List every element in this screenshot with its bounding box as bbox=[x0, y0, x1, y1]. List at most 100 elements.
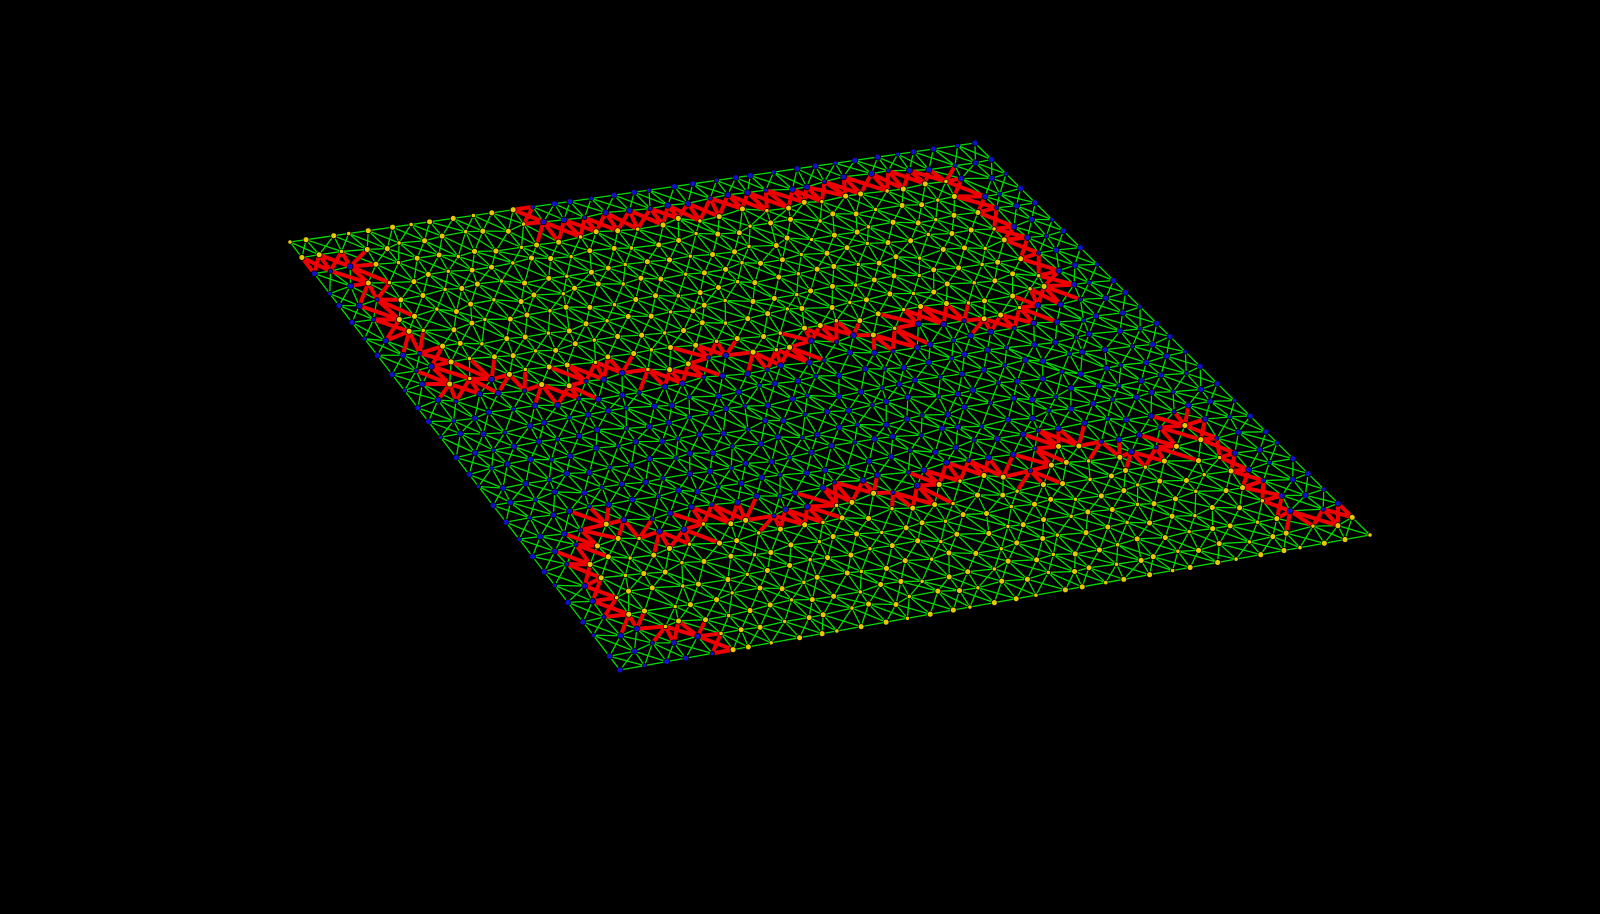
mesh-edge bbox=[512, 408, 531, 427]
mesh-edge bbox=[547, 332, 576, 345]
boundary-edge bbox=[943, 163, 958, 184]
mesh-edge bbox=[455, 456, 493, 469]
mesh-edge bbox=[1075, 319, 1085, 338]
mesh-node bbox=[1053, 394, 1059, 400]
mesh-edge bbox=[1056, 534, 1076, 555]
mesh-edge bbox=[749, 587, 761, 612]
mesh-node bbox=[1254, 519, 1261, 525]
mesh-edge bbox=[593, 339, 609, 358]
mesh-node bbox=[821, 357, 827, 363]
mesh-edge bbox=[635, 277, 642, 301]
mesh-node bbox=[625, 610, 633, 618]
mesh-edge bbox=[833, 265, 857, 286]
mesh-node bbox=[1055, 267, 1063, 275]
mesh-node bbox=[834, 628, 840, 634]
mesh-node bbox=[1045, 569, 1051, 576]
mesh-edge bbox=[1136, 536, 1166, 540]
mesh-edge bbox=[920, 414, 923, 436]
mesh-edge bbox=[400, 280, 415, 301]
boundary-edge bbox=[671, 618, 681, 645]
boundary-edge bbox=[374, 297, 417, 319]
mesh-edge bbox=[747, 317, 781, 334]
boundary-edge bbox=[681, 527, 722, 546]
mesh-node bbox=[1256, 446, 1264, 454]
boundary-edge bbox=[634, 624, 668, 631]
mesh-node bbox=[470, 212, 477, 219]
mesh-edge bbox=[698, 433, 733, 447]
mesh-node bbox=[916, 272, 922, 278]
mesh-node bbox=[744, 571, 750, 577]
mesh-edge bbox=[937, 395, 965, 408]
mesh-edge bbox=[907, 449, 911, 473]
mesh-edge bbox=[985, 512, 1009, 527]
mesh-edge bbox=[1054, 341, 1083, 353]
mesh-edge bbox=[493, 280, 503, 301]
mesh-edge bbox=[661, 440, 677, 459]
mesh-edge bbox=[1087, 508, 1113, 513]
mesh-edge bbox=[983, 474, 1004, 496]
mesh-edge bbox=[643, 642, 654, 667]
mesh-edge bbox=[744, 461, 773, 465]
mesh-node bbox=[698, 319, 706, 327]
mesh-node bbox=[770, 294, 778, 302]
boundary-edge bbox=[582, 584, 619, 600]
boundary-edge bbox=[771, 513, 807, 527]
mesh-edge bbox=[854, 156, 879, 162]
mesh-edge bbox=[648, 189, 651, 210]
mesh-edge bbox=[592, 616, 605, 636]
mesh-edge bbox=[945, 302, 970, 305]
mesh-node bbox=[640, 570, 648, 577]
mesh-edge bbox=[388, 280, 415, 284]
mesh-edge bbox=[731, 445, 747, 465]
mesh-edge bbox=[482, 230, 523, 248]
mesh-node bbox=[1028, 396, 1036, 404]
mesh-edge bbox=[952, 339, 989, 351]
mesh-node bbox=[758, 474, 766, 481]
mesh-node bbox=[554, 401, 561, 409]
mesh-edge bbox=[909, 449, 948, 464]
mesh-edge bbox=[550, 459, 568, 475]
mesh-node bbox=[575, 432, 583, 440]
mesh-edge bbox=[669, 310, 694, 313]
mesh-edge bbox=[630, 244, 660, 249]
boundary-edge bbox=[1260, 478, 1266, 503]
mesh-edge bbox=[868, 460, 909, 473]
mesh-node bbox=[680, 327, 688, 334]
mesh-edge bbox=[340, 248, 368, 253]
mesh-edge bbox=[1322, 488, 1325, 510]
mesh-node bbox=[413, 368, 419, 374]
mesh-edge bbox=[983, 300, 1002, 316]
mesh-edge bbox=[673, 185, 711, 199]
mesh-edge bbox=[660, 259, 671, 280]
mesh-edge bbox=[996, 433, 1024, 440]
mesh-edge bbox=[932, 144, 959, 150]
mesh-edge bbox=[1229, 525, 1251, 543]
mesh-node bbox=[566, 507, 573, 515]
mesh-edge bbox=[607, 410, 628, 430]
mesh-node bbox=[700, 557, 708, 565]
mesh-edge bbox=[1055, 249, 1076, 266]
mesh-edge bbox=[910, 240, 944, 251]
mesh-node bbox=[528, 254, 535, 262]
mesh-edge bbox=[797, 253, 802, 275]
mesh-edge bbox=[468, 357, 511, 376]
mesh-edge bbox=[927, 233, 944, 251]
mesh-edge bbox=[832, 213, 858, 233]
mesh-edge bbox=[1218, 525, 1231, 545]
mesh-edge bbox=[854, 441, 870, 462]
mesh-edge bbox=[1199, 365, 1219, 385]
mesh-edge bbox=[937, 590, 954, 611]
mesh-edge bbox=[906, 418, 922, 436]
boundary-edge bbox=[1056, 426, 1081, 448]
mesh-edge bbox=[504, 408, 515, 434]
mesh-node bbox=[546, 477, 552, 483]
mesh-edge bbox=[651, 642, 668, 663]
mesh-edge bbox=[815, 374, 840, 377]
mesh-edge bbox=[578, 435, 619, 447]
mesh-node bbox=[805, 614, 813, 621]
mesh-node bbox=[1120, 575, 1128, 583]
mesh-edge bbox=[983, 295, 1014, 302]
mesh-edge bbox=[329, 285, 352, 295]
mesh-edge bbox=[1083, 417, 1109, 424]
mesh-edge bbox=[1000, 295, 1014, 316]
